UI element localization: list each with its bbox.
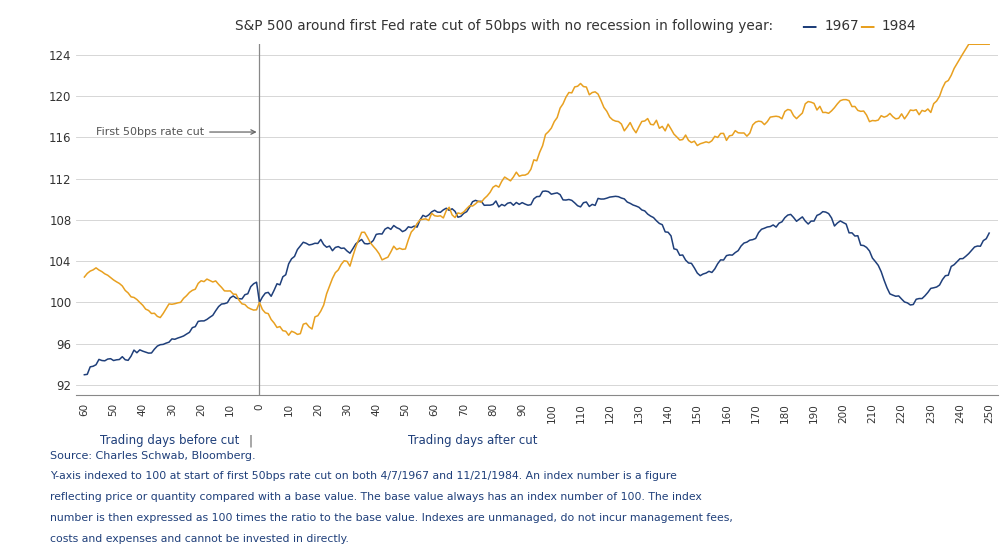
Text: 1967: 1967 (825, 19, 859, 33)
Text: costs and expenses and cannot be invested in directly.: costs and expenses and cannot be investe… (50, 534, 353, 544)
Text: reflecting price or quantity compared with a base value. The base value always h: reflecting price or quantity compared wi… (50, 492, 703, 502)
Text: Source: Charles Schwab, Bloomberg.: Source: Charles Schwab, Bloomberg. (50, 451, 256, 461)
Text: Y-axis indexed to 100 at start of first 50bps rate cut on both 4/7/1967 and 11/2: Y-axis indexed to 100 at start of first … (50, 471, 677, 481)
Text: 1984: 1984 (882, 19, 916, 33)
Text: —: — (801, 19, 816, 34)
Text: |: | (249, 434, 253, 447)
Text: Trading days before cut: Trading days before cut (101, 434, 240, 447)
Text: Trading days after cut: Trading days after cut (407, 434, 537, 447)
Text: S&P 500 around first Fed rate cut of 50bps with no recession in following year:: S&P 500 around first Fed rate cut of 50b… (235, 19, 773, 33)
Text: number is then expressed as 100 times the ratio to the base value. Indexes are u: number is then expressed as 100 times th… (50, 513, 733, 523)
Text: First 50bps rate cut: First 50bps rate cut (96, 127, 255, 137)
Text: —: — (859, 19, 874, 34)
